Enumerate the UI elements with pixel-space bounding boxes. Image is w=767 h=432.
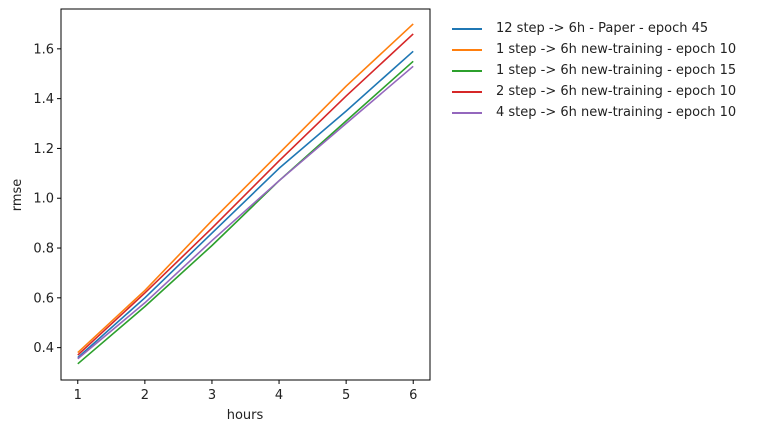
series-line	[77, 33, 414, 356]
series-line	[77, 60, 414, 365]
x-tick-label: 4	[275, 388, 283, 403]
x-tick-label: 5	[342, 388, 350, 403]
legend-swatch	[452, 90, 482, 93]
legend-label: 4 step -> 6h new-training - epoch 10	[496, 105, 737, 120]
plot-area	[60, 8, 431, 381]
legend-label: 12 step -> 6h - Paper - epoch 45	[496, 21, 709, 36]
y-axis-ticks: 0.4 0.6 0.8 1.0 1.2 1.4 1.6	[33, 42, 61, 356]
x-tick-label: 2	[141, 388, 149, 403]
legend-item: 12 step -> 6h - Paper - epoch 45	[452, 18, 736, 39]
series-line	[77, 23, 414, 354]
legend-item: 4 step -> 6h new-training - epoch 10	[452, 102, 736, 123]
legend-label: 1 step -> 6h new-training - epoch 10	[496, 42, 737, 57]
x-tick-label: 6	[409, 388, 417, 403]
series-lines	[77, 23, 414, 365]
legend-swatch	[452, 27, 482, 30]
x-axis-ticks: 1 2 3 4 5 6	[74, 380, 417, 403]
y-axis-label: rmse	[10, 179, 25, 212]
legend-label: 1 step -> 6h new-training - epoch 15	[496, 63, 737, 78]
y-tick-label: 1.4	[33, 92, 54, 107]
legend-swatch	[452, 69, 482, 72]
y-tick-label: 1.6	[33, 42, 54, 57]
legend-item: 1 step -> 6h new-training - epoch 15	[452, 60, 736, 81]
x-axis-label: hours	[227, 408, 264, 423]
legend-item: 2 step -> 6h new-training - epoch 10	[452, 81, 736, 102]
legend-label: 2 step -> 6h new-training - epoch 10	[496, 84, 737, 99]
series-line	[77, 65, 414, 360]
y-tick-label: 1.2	[33, 142, 54, 157]
x-tick-label: 3	[208, 388, 216, 403]
series-line	[77, 50, 414, 359]
legend-item: 1 step -> 6h new-training - epoch 10	[452, 39, 736, 60]
y-tick-label: 0.8	[33, 242, 54, 257]
legend: 12 step -> 6h - Paper - epoch 45 1 step -…	[452, 18, 736, 123]
legend-swatch	[452, 111, 482, 114]
x-tick-label: 1	[74, 388, 82, 403]
legend-swatch	[452, 48, 482, 51]
y-tick-label: 0.4	[33, 341, 54, 356]
y-tick-label: 0.6	[33, 291, 54, 306]
y-tick-label: 1.0	[33, 192, 54, 207]
